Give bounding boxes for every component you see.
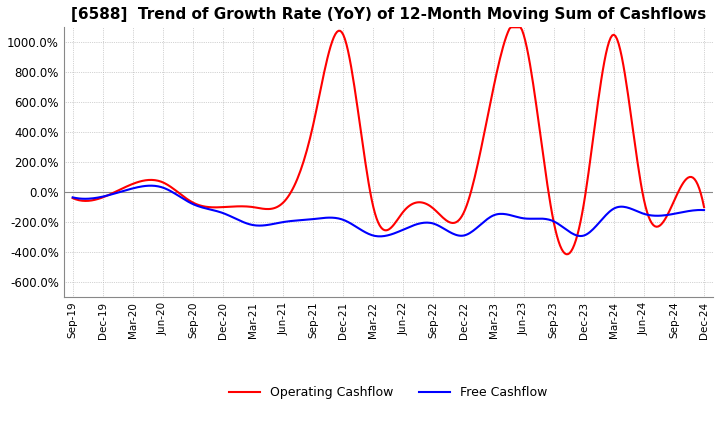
Free Cashflow: [527, 216, 536, 221]
Line: Operating Cashflow: Operating Cashflow: [73, 27, 704, 254]
Operating Cashflow: [466, 193, 474, 198]
Operating Cashflow: [68, 195, 77, 201]
Operating Cashflow: [318, 77, 327, 82]
Operating Cashflow: [144, 177, 153, 183]
Operating Cashflow: [526, 62, 534, 67]
Operating Cashflow: [528, 81, 537, 87]
Free Cashflow: [68, 195, 77, 200]
Operating Cashflow: [274, 204, 283, 209]
Free Cashflow: [144, 183, 153, 188]
Free Cashflow: [531, 216, 539, 221]
Free Cashflow: [469, 228, 477, 234]
Free Cashflow: [700, 207, 708, 213]
Operating Cashflow: [507, 25, 516, 30]
Line: Free Cashflow: Free Cashflow: [73, 186, 704, 236]
Free Cashflow: [375, 234, 384, 239]
Title: [6588]  Trend of Growth Rate (YoY) of 12-Month Moving Sum of Cashflows: [6588] Trend of Growth Rate (YoY) of 12-…: [71, 7, 706, 22]
Legend: Operating Cashflow, Free Cashflow: Operating Cashflow, Free Cashflow: [224, 381, 552, 404]
Operating Cashflow: [700, 205, 708, 210]
Free Cashflow: [276, 220, 284, 225]
Free Cashflow: [320, 215, 328, 220]
Free Cashflow: [146, 183, 155, 188]
Operating Cashflow: [562, 252, 571, 257]
